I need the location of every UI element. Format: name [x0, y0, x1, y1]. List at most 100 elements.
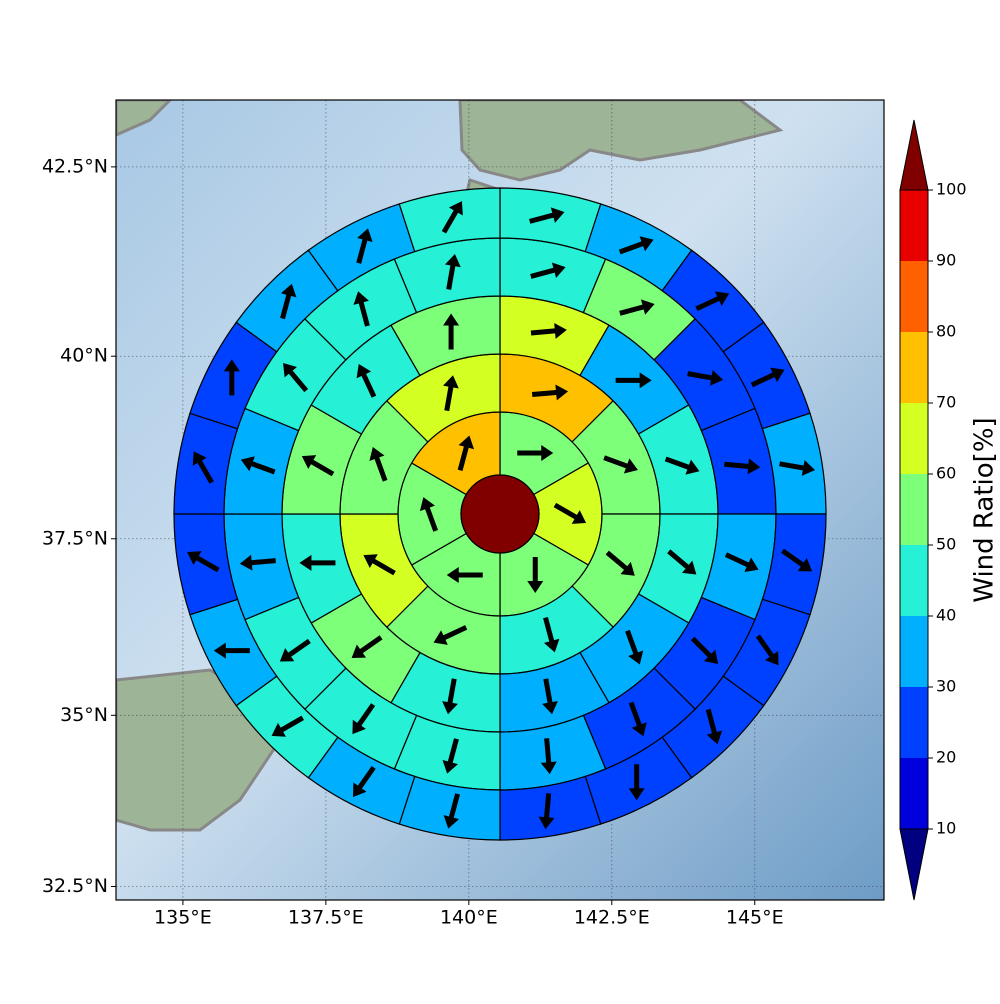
wind-arrow	[356, 228, 373, 264]
center-disk	[460, 474, 540, 554]
y-tick-label: 35°N	[60, 704, 108, 726]
wind-arrow	[442, 678, 458, 715]
colorbar-tick-label: 20	[936, 748, 956, 767]
wind-arrow	[687, 369, 724, 386]
wind-arrow	[724, 552, 759, 572]
colorbar-bin	[900, 190, 928, 261]
colorbar: 10 20 30 40 50 60 70 80 90 100	[899, 119, 967, 901]
wind-arrow	[628, 701, 647, 737]
x-tick-label: 145°E	[726, 907, 784, 929]
x-tick-label: 135°E	[154, 907, 212, 929]
wind-arrow	[615, 372, 652, 389]
wind-arrow	[755, 634, 779, 666]
wind-arrow	[667, 549, 697, 575]
colorbar-tick-label: 100	[936, 180, 967, 199]
wind-arrow	[239, 554, 276, 571]
wind-arrow	[779, 460, 816, 476]
map-frame	[115, 99, 885, 901]
colorbar-over	[899, 119, 929, 191]
wind-arrow	[605, 550, 635, 576]
colorbar-bin	[900, 332, 928, 403]
colorbar-tick-label: 70	[936, 393, 956, 412]
y-tick-label: 42.5°N	[42, 155, 108, 177]
wind-arrow	[352, 703, 376, 735]
x-tick-label: 137.5°E	[288, 907, 364, 929]
colorbar-bin	[900, 403, 928, 474]
wind-arrow	[299, 554, 336, 571]
wind-arrow	[446, 567, 483, 584]
wind-arrow	[213, 642, 250, 659]
colorbar-tick-label: 50	[936, 535, 956, 554]
wind-arrow	[750, 367, 785, 388]
wind-arrow	[353, 291, 370, 327]
colorbar-label: Wind Ratio[%]	[970, 417, 1000, 602]
wind-arrow	[433, 625, 468, 645]
wind-arrow	[283, 362, 309, 393]
wind-arrow	[538, 793, 555, 830]
wind-arrow	[369, 446, 388, 482]
wind-arrow	[625, 629, 644, 665]
y-tick-label: 37.5°N	[42, 527, 108, 549]
wind-arrow	[187, 551, 220, 573]
wind-arrow	[530, 322, 567, 339]
wind-arrow	[705, 708, 723, 745]
wind-arrow	[271, 715, 304, 737]
wind-arrow	[443, 793, 460, 829]
colorbar-frame	[899, 189, 929, 830]
colorbar-tick-label: 90	[936, 251, 956, 270]
wind-arrow	[443, 375, 459, 412]
wind-arrow	[553, 502, 587, 524]
wind-arrow	[542, 678, 558, 715]
wind-arrow	[517, 444, 554, 461]
wind-arrow	[444, 254, 461, 290]
wind-arrow	[618, 236, 654, 255]
wind-arrow	[619, 299, 655, 316]
colorbar-bin	[900, 687, 928, 758]
wind-arrows	[187, 201, 816, 830]
axis-ticks: 135°E 137.5°E 140°E 142.5°E 145°E 32.5°N 35°N 3…	[42, 155, 784, 928]
wind-arrow	[353, 766, 376, 797]
wind-arrow	[192, 451, 214, 484]
wind-arrow	[443, 313, 460, 350]
wind-arrow	[531, 384, 569, 401]
colorbar-bin	[900, 474, 928, 545]
wind-arrow	[781, 548, 813, 572]
hokkaido	[458, 100, 784, 182]
colorbar-tick-label: 30	[936, 677, 956, 696]
colorbar-tick-label: 10	[936, 819, 956, 838]
wind-arrow	[664, 456, 700, 475]
wind-arrow	[356, 364, 377, 398]
x-tick-label: 140°E	[440, 907, 498, 929]
wind-arrow	[603, 455, 638, 474]
wind-arrow	[695, 291, 730, 312]
wind-arrow	[351, 635, 383, 658]
wind-arrow	[628, 764, 645, 801]
wind-arrow	[279, 638, 311, 662]
wind-arrow	[240, 456, 276, 475]
wind-arrow	[280, 283, 297, 320]
colorbar-tick-label: 60	[936, 464, 956, 483]
wind-arrow	[441, 201, 463, 234]
wind-arrow	[457, 435, 475, 471]
wind-arrow	[223, 359, 240, 396]
colorbar-tick-label: 40	[936, 606, 956, 625]
wind-arrow	[363, 554, 396, 576]
x-tick-label: 142.5°E	[574, 907, 650, 929]
colorbar-bin	[900, 545, 928, 616]
colorbar-under	[899, 828, 929, 901]
wind-arrow	[724, 458, 761, 475]
y-tick-label: 32.5°N	[42, 875, 108, 897]
wind-arrow	[301, 455, 335, 477]
wind-arrow	[442, 738, 459, 774]
wind-arrow	[419, 497, 439, 532]
wind-arrow	[530, 262, 566, 279]
wind-arrow	[529, 207, 565, 224]
korea-coast	[116, 100, 173, 137]
y-tick-label: 40°N	[60, 345, 108, 367]
colorbar-bin	[900, 758, 928, 829]
wind-arrow	[527, 557, 544, 594]
wind-arrow	[540, 738, 557, 775]
wind-arrow	[543, 616, 560, 653]
sector-rings	[173, 187, 827, 841]
